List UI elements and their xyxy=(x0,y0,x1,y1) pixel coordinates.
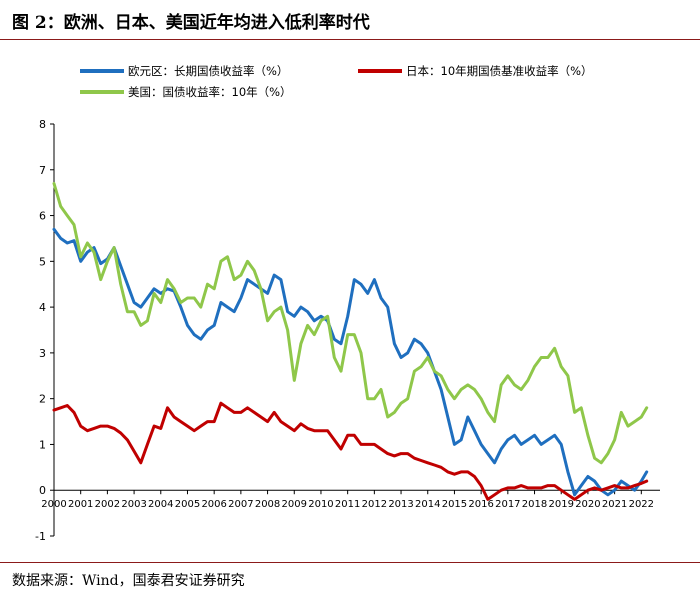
figure-title: 图 2：欧洲、日本、美国近年均进入低利率时代 xyxy=(12,13,370,33)
y-tick-label: 6 xyxy=(39,210,46,223)
x-tick-label: 2021 xyxy=(602,499,627,510)
x-tick-label: 2013 xyxy=(388,499,413,510)
x-tick-label: 2011 xyxy=(335,499,360,510)
y-tick-label: 7 xyxy=(39,164,46,177)
chart-series xyxy=(52,182,649,501)
x-tick-label: 2012 xyxy=(362,499,387,510)
y-tick-label: 8 xyxy=(39,118,46,131)
x-tick-label: 2010 xyxy=(308,499,333,510)
y-tick-label: -1 xyxy=(35,530,46,543)
x-tick-label: 2004 xyxy=(148,499,173,510)
x-tick-label: 2005 xyxy=(175,499,200,510)
legend-label-2: 美国：国债收益率：10年（%） xyxy=(128,85,292,99)
y-tick-label: 5 xyxy=(39,255,46,268)
series-line-2 xyxy=(52,182,649,465)
x-tick-label: 2022 xyxy=(629,499,654,510)
x-tick-label: 2002 xyxy=(95,499,120,510)
x-tick-label: 2014 xyxy=(415,499,440,510)
y-tick-label: 1 xyxy=(39,438,46,451)
x-tick-label: 2008 xyxy=(255,499,280,510)
x-tick-label: 2016 xyxy=(468,499,493,510)
y-tick-label: 3 xyxy=(39,347,46,360)
x-tick-label: 2020 xyxy=(575,499,600,510)
x-tick-label: 2001 xyxy=(68,499,93,510)
series-line-0 xyxy=(52,227,649,497)
x-tick-label: 2007 xyxy=(228,499,253,510)
source-rule xyxy=(0,562,700,563)
legend-label-1: 日本：10年期国债基准收益率（%） xyxy=(406,64,593,78)
legend-label-0: 欧元区：长期国债收益率（%） xyxy=(128,64,288,78)
chart-legend: 欧元区：长期国债收益率（%） 日本：10年期国债基准收益率（%） 美国：国债收益率：… xyxy=(80,64,593,99)
title-rule xyxy=(0,39,700,40)
series-line-1 xyxy=(52,401,649,501)
data-source-note: 数据来源：Wind，国泰君安证券研究 xyxy=(12,573,245,589)
x-tick-label: 2015 xyxy=(442,499,467,510)
y-tick-label: 0 xyxy=(39,484,46,497)
line-chart: 欧元区：长期国债收益率（%） 日本：10年期国债基准收益率（%） 美国：国债收益率：… xyxy=(35,64,660,543)
x-tick-label: 2019 xyxy=(548,499,573,510)
y-tick-label: 4 xyxy=(39,301,46,314)
x-tick-label: 2009 xyxy=(282,499,307,510)
x-tick-label: 2018 xyxy=(522,499,547,510)
x-tick-label: 2017 xyxy=(495,499,520,510)
x-tick-label: 2000 xyxy=(41,499,66,510)
x-tick-label: 2006 xyxy=(201,499,226,510)
y-tick-label: 2 xyxy=(39,393,46,406)
x-tick-label: 2003 xyxy=(121,499,146,510)
